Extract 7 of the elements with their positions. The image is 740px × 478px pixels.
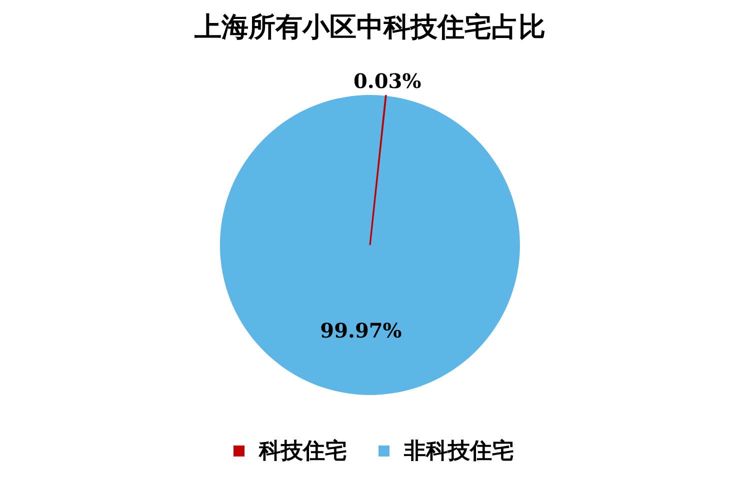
pie-slice [369, 95, 387, 246]
legend-label: 科技住宅 [258, 438, 347, 464]
data-label: 0.03% [353, 68, 422, 93]
data-label: 99.97% [320, 318, 402, 343]
pie-slice [220, 95, 520, 395]
legend-label: 非科技住宅 [403, 438, 514, 464]
chart-title: 上海所有小区中科技住宅占比 [194, 12, 546, 43]
